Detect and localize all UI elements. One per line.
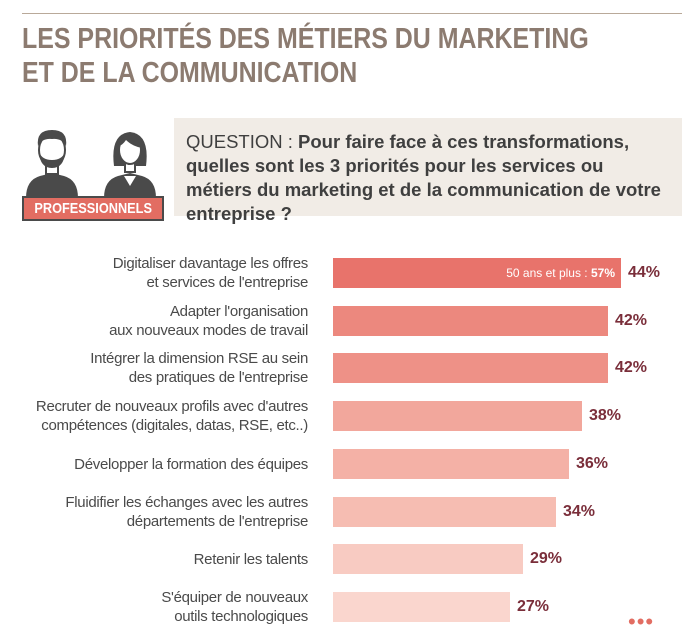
bar-2 — [333, 306, 608, 336]
professionals-illustration: PROFESSIONNELS — [22, 126, 164, 222]
title-line-2: ET DE LA COMMUNICATION — [22, 57, 358, 89]
category-label-4: Recruter de nouveaux profils avec d'autr… — [35, 398, 308, 434]
value-label-1: 44% — [628, 264, 661, 281]
question-box: QUESTION : Pour faire face à ces transfo… — [174, 118, 682, 224]
people-icons — [26, 130, 156, 198]
value-label-6: 34% — [563, 503, 596, 520]
bar-8 — [333, 592, 510, 622]
top-rule — [22, 13, 682, 14]
title-line-1: LES PRIORITÉS DES MÉTIERS DU MARKETING — [22, 23, 589, 55]
question-label: QUESTION : — [186, 131, 299, 152]
woman-icon — [104, 132, 156, 198]
bar-annotation: 50 ans et plus : 57% — [506, 266, 615, 280]
bar-4 — [333, 401, 582, 431]
value-label-5: 36% — [576, 455, 609, 472]
value-label-8: 27% — [517, 598, 550, 615]
bar-5 — [333, 449, 569, 479]
page-title: LES PRIORITÉS DES MÉTIERS DU MARKETING E… — [22, 22, 589, 90]
bar-6 — [333, 497, 556, 527]
value-label-3: 42% — [615, 359, 648, 376]
value-label-2: 42% — [615, 312, 648, 329]
value-label-7: 29% — [530, 550, 563, 567]
more-dots-icon: ••• — [628, 609, 655, 634]
bar-7 — [333, 544, 523, 574]
category-label-5: Développer la formation des équipes — [74, 456, 308, 473]
category-label-6: Fluidifier les échanges avec les autres d… — [65, 494, 308, 530]
category-label-8: S'équiper de nouveaux outils technologiqu… — [161, 589, 308, 625]
value-label-4: 38% — [589, 407, 622, 424]
category-label-7: Retenir les talents — [193, 551, 309, 568]
category-label-1: Digitaliser davantage les offres et servi… — [112, 255, 309, 291]
question-body: Pour faire face à ces transformations, q… — [186, 131, 661, 224]
question-text: QUESTION : Pour faire face à ces transfo… — [186, 130, 672, 226]
professionals-badge: PROFESSIONNELS — [22, 196, 164, 221]
bar-3 — [333, 353, 608, 383]
bar-1 — [333, 258, 621, 288]
category-label-2: Adapter l'organisation aux nouveaux modes… — [109, 303, 308, 339]
category-label-3: Intégrer la dimension RSE au sein des pra… — [90, 350, 308, 386]
man-icon — [26, 130, 78, 198]
